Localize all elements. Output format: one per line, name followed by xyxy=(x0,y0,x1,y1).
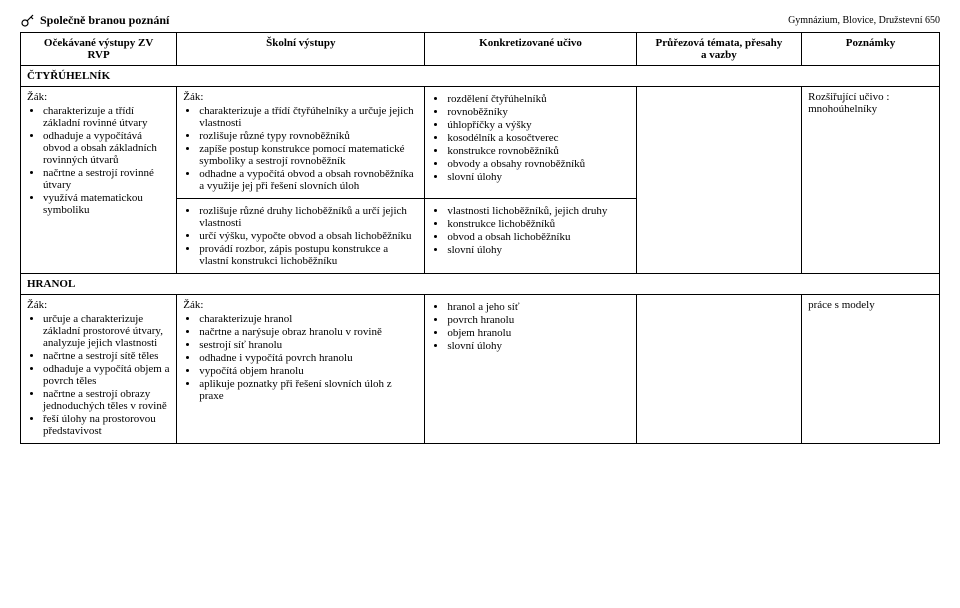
zak-label: Žák: xyxy=(27,299,170,311)
list-item: rozlišuje různé typy rovnoběžníků xyxy=(199,130,418,142)
header-right: Gymnázium, Blovice, Družstevní 650 xyxy=(788,15,940,26)
list-item: obvod a obsah lichoběžníku xyxy=(447,231,629,243)
list-item: sestrojí síť hranolu xyxy=(199,339,418,351)
key-icon xyxy=(20,12,36,28)
zak-label: Žák: xyxy=(183,299,418,311)
list-item: načrtne a sestrojí rovinné útvary xyxy=(43,167,170,191)
cell-school-outputs: Žák: charakterizuje a třídí čtyřúhelníky… xyxy=(177,87,425,199)
list-item: kosodélník a kosočtverec xyxy=(447,132,629,144)
page-header: Společně branou poznání Gymnázium, Blovi… xyxy=(20,10,940,32)
notes-line: práce s modely xyxy=(808,299,933,311)
list-item: hranol a jeho síť xyxy=(447,301,629,313)
list-item: aplikuje poznatky při řešení slovních úl… xyxy=(199,378,418,402)
cell-notes: práce s modely xyxy=(802,295,940,444)
list-item: odhaduje a vypočítává obvod a obsah zákl… xyxy=(43,130,170,166)
list: rozdělení čtyřúhelníků rovnoběžníky úhlo… xyxy=(431,93,629,183)
cell-expected-outputs: Žák: určuje a charakterizuje základní pr… xyxy=(21,295,177,444)
cell-topics: rozdělení čtyřúhelníků rovnoběžníky úhlo… xyxy=(425,87,636,199)
notes-line: Rozšiřující učivo : xyxy=(808,91,933,103)
list-item: rovnoběžníky xyxy=(447,106,629,118)
list-item: načrtne a sestrojí sítě těles xyxy=(43,350,170,362)
list-item: povrch hranolu xyxy=(447,314,629,326)
list: rozlišuje různé druhy lichoběžníků a urč… xyxy=(183,205,418,267)
list-item: obvody a obsahy rovnoběžníků xyxy=(447,158,629,170)
list-item: objem hranolu xyxy=(447,327,629,339)
zak-label: Žák: xyxy=(183,91,418,103)
col-header-1a: Očekávané výstupy ZV xyxy=(27,37,170,49)
section-title: ČTYŘÚHELNÍK xyxy=(21,66,940,87)
col-header-4: Průřezová témata, přesahy a vazby xyxy=(636,33,801,66)
col-header-4b: a vazby xyxy=(643,49,795,61)
cell-school-outputs: rozlišuje různé druhy lichoběžníků a urč… xyxy=(177,199,425,274)
list: hranol a jeho síť povrch hranolu objem h… xyxy=(431,301,629,352)
list-item: charakterizuje hranol xyxy=(199,313,418,325)
section-row: ČTYŘÚHELNÍK xyxy=(21,66,940,87)
col-header-3: Konkretizované učivo xyxy=(425,33,636,66)
list-item: charakterizuje a třídí čtyřúhelníky a ur… xyxy=(199,105,418,129)
list-item: odhaduje a vypočítá objem a povrch těles xyxy=(43,363,170,387)
table-header-row: Očekávané výstupy ZV RVP Školní výstupy … xyxy=(21,33,940,66)
list-item: charakterizuje a třídí základní rovinné … xyxy=(43,105,170,129)
list: charakterizuje a třídí základní rovinné … xyxy=(27,105,170,216)
col-header-1: Očekávané výstupy ZV RVP xyxy=(21,33,177,66)
col-header-1b: RVP xyxy=(27,49,170,61)
list-item: načrtne a narýsuje obraz hranolu v rovin… xyxy=(199,326,418,338)
notes-line: mnohoúhelníky xyxy=(808,103,933,115)
list-item: úhlopříčky a výšky xyxy=(447,119,629,131)
curriculum-table: Očekávané výstupy ZV RVP Školní výstupy … xyxy=(20,32,940,444)
cell-topics: hranol a jeho síť povrch hranolu objem h… xyxy=(425,295,636,444)
cell-topics: vlastnosti lichoběžníků, jejich druhy ko… xyxy=(425,199,636,274)
list: určuje a charakterizuje základní prostor… xyxy=(27,313,170,437)
list-item: rozdělení čtyřúhelníků xyxy=(447,93,629,105)
header-title: Společně branou poznání xyxy=(40,13,169,28)
list-item: určuje a charakterizuje základní prostor… xyxy=(43,313,170,349)
list-item: vypočítá objem hranolu xyxy=(199,365,418,377)
cell-crosscutting xyxy=(636,295,801,444)
list-item: slovní úlohy xyxy=(447,244,629,256)
list-item: rozlišuje různé druhy lichoběžníků a urč… xyxy=(199,205,418,229)
list-item: určí výšku, vypočte obvod a obsah lichob… xyxy=(199,230,418,242)
zak-label: Žák: xyxy=(27,91,170,103)
section-title: HRANOL xyxy=(21,274,940,295)
list: charakterizuje hranol načrtne a narýsuje… xyxy=(183,313,418,402)
list-item: provádí rozbor, zápis postupu konstrukce… xyxy=(199,243,418,267)
list: charakterizuje a třídí čtyřúhelníky a ur… xyxy=(183,105,418,192)
list-item: načrtne a sestrojí obrazy jednoduchých t… xyxy=(43,388,170,412)
list-item: konstrukce rovnoběžníků xyxy=(447,145,629,157)
list-item: vlastnosti lichoběžníků, jejich druhy xyxy=(447,205,629,217)
table-row: Žák: určuje a charakterizuje základní pr… xyxy=(21,295,940,444)
table-row: Žák: charakterizuje a třídí základní rov… xyxy=(21,87,940,199)
cell-notes: Rozšiřující učivo : mnohoúhelníky xyxy=(802,87,940,274)
list-item: využívá matematickou symboliku xyxy=(43,192,170,216)
cell-crosscutting xyxy=(636,87,801,274)
list-item: slovní úlohy xyxy=(447,340,629,352)
col-header-5: Poznámky xyxy=(802,33,940,66)
cell-school-outputs: Žák: charakterizuje hranol načrtne a nar… xyxy=(177,295,425,444)
list-item: slovní úlohy xyxy=(447,171,629,183)
col-header-4a: Průřezová témata, přesahy xyxy=(643,37,795,49)
cell-expected-outputs: Žák: charakterizuje a třídí základní rov… xyxy=(21,87,177,274)
list-item: odhadne a vypočítá obvod a obsah rovnobě… xyxy=(199,168,418,192)
col-header-2: Školní výstupy xyxy=(177,33,425,66)
list-item: řeší úlohy na prostorovou představivost xyxy=(43,413,170,437)
list-item: zapíše postup konstrukce pomocí matemati… xyxy=(199,143,418,167)
list-item: odhadne i vypočítá povrch hranolu xyxy=(199,352,418,364)
list: vlastnosti lichoběžníků, jejich druhy ko… xyxy=(431,205,629,256)
header-left: Společně branou poznání xyxy=(20,12,169,28)
list-item: konstrukce lichoběžníků xyxy=(447,218,629,230)
section-row: HRANOL xyxy=(21,274,940,295)
